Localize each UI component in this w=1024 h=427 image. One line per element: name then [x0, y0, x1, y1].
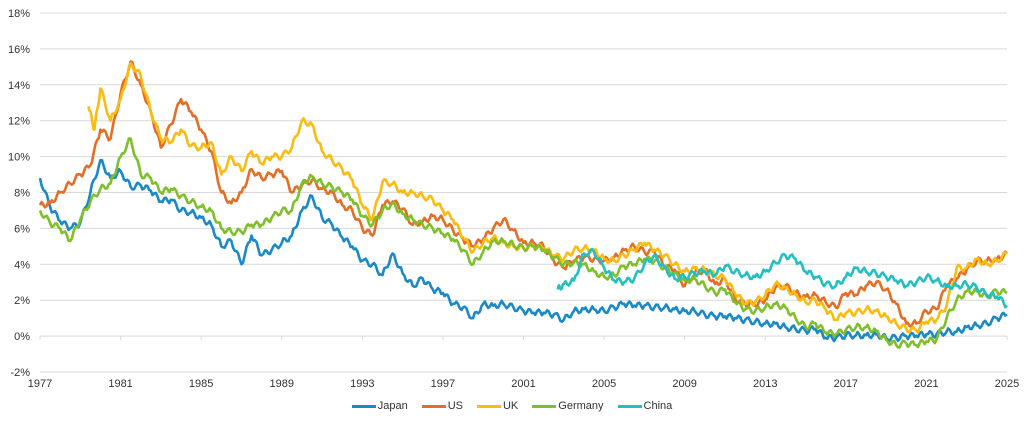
x-tick-label: 2017	[834, 378, 858, 390]
y-tick-label: 4%	[14, 259, 30, 271]
legend-item-us: US	[421, 400, 463, 412]
y-tick-label: -2%	[10, 367, 30, 379]
y-tick-label: 2%	[14, 295, 30, 307]
legend-item-china: China	[617, 400, 673, 412]
series-line-japan	[38, 158, 1008, 343]
x-tick-label: 2009	[672, 378, 696, 390]
y-tick-label: 18%	[8, 8, 30, 20]
x-tick-label: 2005	[592, 378, 616, 390]
x-tick-label: 1993	[350, 378, 374, 390]
x-tick-label: 2001	[511, 378, 535, 390]
legend-swatch	[476, 404, 501, 408]
legend-swatch	[617, 404, 642, 408]
y-tick-label: 6%	[14, 223, 30, 235]
y-tick-label: 14%	[8, 80, 30, 92]
legend-label: UK	[502, 400, 519, 412]
legend-label: Japan	[377, 400, 408, 412]
x-tick-label: 1997	[431, 378, 455, 390]
legend-swatch	[532, 404, 557, 408]
x-tick-label: 2025	[995, 378, 1019, 390]
series-line-germany	[38, 137, 1008, 349]
legend-item-germany: Germany	[532, 400, 604, 412]
legend-label: China	[643, 400, 673, 412]
y-axis-tick-labels: -2% 0% 2% 4% 6% 8% 10% 12% 14% 16% 18%	[8, 8, 30, 379]
legend-swatch	[351, 404, 376, 408]
y-tick-label: 0%	[14, 331, 30, 343]
legend: Japan US UK Germany China	[0, 400, 1024, 412]
legend-swatch	[421, 404, 446, 408]
legend-item-japan: Japan	[351, 400, 408, 412]
series-lines	[38, 60, 1008, 349]
x-tick-label: 2013	[753, 378, 777, 390]
legend-label: US	[447, 400, 463, 412]
series-line-us	[38, 60, 1008, 328]
legend-label: Germany	[558, 400, 604, 412]
y-tick-label: 16%	[8, 44, 30, 56]
x-tick-label: 1981	[108, 378, 132, 390]
gridlines	[40, 12, 1007, 373]
x-tick-label: 1977	[28, 378, 52, 390]
y-tick-label: 10%	[8, 152, 30, 164]
line-chart: -2% 0% 2% 4% 6% 8% 10% 12% 14% 16% 18% 1977 1981 198…	[8, 8, 1019, 390]
y-tick-label: 8%	[14, 188, 30, 200]
series-line-china	[556, 248, 1008, 309]
y-tick-label: 12%	[8, 116, 30, 128]
x-axis-tick-labels: 1977 1981 1985 1989 1993 1997 2001 2005 2009 2013…	[28, 336, 1019, 390]
series-line-uk	[87, 62, 1008, 334]
x-tick-label: 2021	[914, 378, 938, 390]
x-tick-label: 1989	[270, 378, 294, 390]
legend-item-uk: UK	[476, 400, 519, 412]
x-tick-label: 1985	[189, 378, 213, 390]
